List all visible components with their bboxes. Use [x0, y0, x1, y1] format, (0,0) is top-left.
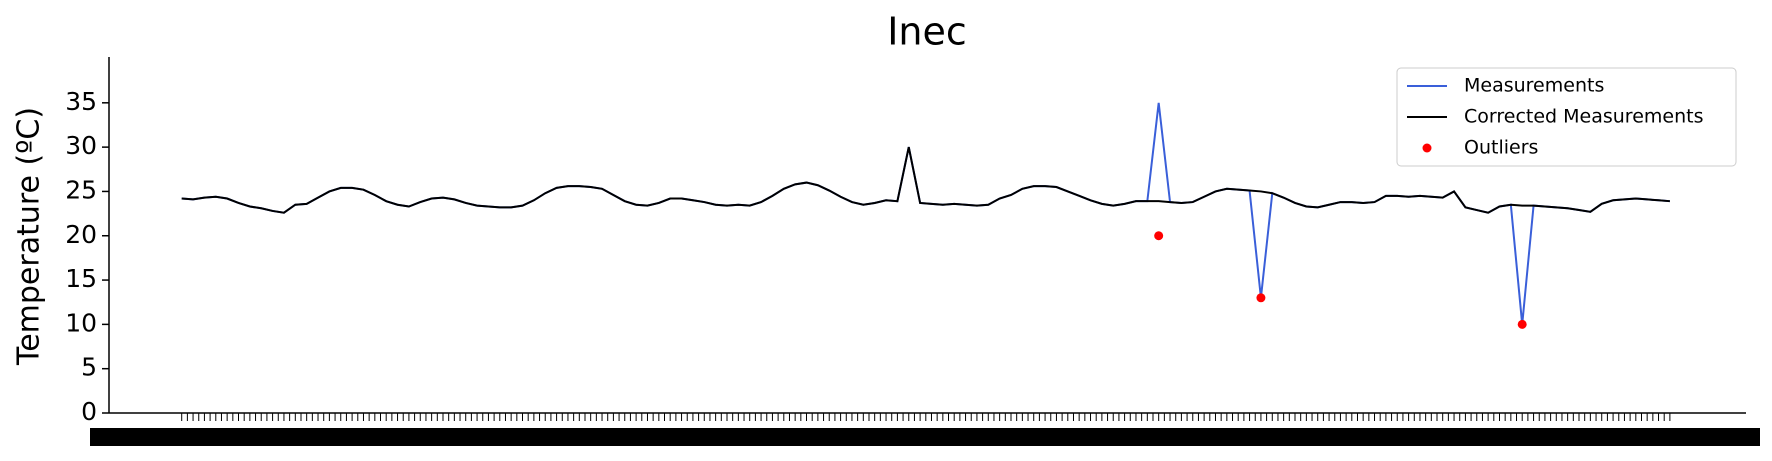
- legend-label: Corrected Measurements: [1464, 106, 1703, 128]
- legend-label: Measurements: [1464, 75, 1604, 97]
- y-tick-label: 15: [65, 264, 97, 293]
- y-tick-label: 0: [81, 397, 97, 426]
- legend-marker: [1422, 143, 1432, 153]
- outlier-point: [1517, 319, 1527, 329]
- legend-box: [1396, 67, 1737, 167]
- y-tick-label: 30: [65, 131, 97, 160]
- x-ticks: [181, 413, 1671, 421]
- y-axis-label: Temperature (ºC): [12, 107, 47, 366]
- y-tick-label: 10: [65, 308, 97, 337]
- y-tick-label: 5: [81, 353, 97, 382]
- chart-title: Inec: [887, 10, 967, 54]
- y-tick-label: 35: [65, 87, 97, 116]
- legend-label: Outliers: [1464, 137, 1538, 159]
- outlier-point: [1256, 293, 1266, 303]
- line-series: [181, 146, 1670, 214]
- x-tick-labels-overlapping: [90, 428, 1760, 446]
- y-tick-label: 25: [65, 175, 97, 204]
- outlier-point: [1154, 231, 1164, 241]
- y-tick-label: 20: [65, 220, 97, 249]
